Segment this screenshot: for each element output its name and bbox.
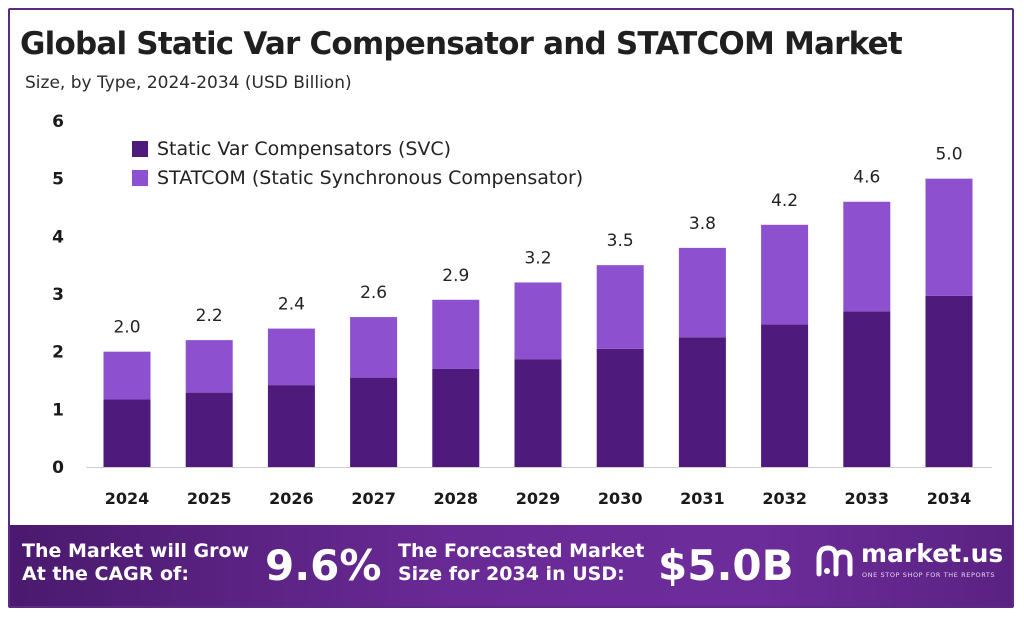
- cagr-label-line1: The Market will Grow: [22, 540, 250, 562]
- y-tick-label: 6: [52, 112, 64, 132]
- bar-svc: [185, 392, 233, 467]
- bar-statcom: [350, 317, 398, 378]
- bar-statcom: [925, 178, 973, 296]
- legend-swatch: [132, 170, 148, 186]
- x-tick-label: 2033: [845, 489, 890, 508]
- y-tick-label: 5: [52, 170, 64, 190]
- forecast-label-line2: Size for 2034 in USD:: [398, 563, 625, 585]
- bar-total-label: 3.8: [689, 214, 716, 234]
- bar-statcom: [596, 265, 644, 349]
- bar-total-label: 2.9: [442, 266, 469, 286]
- x-tick-label: 2034: [927, 489, 972, 508]
- summary-banner: The Market will Grow At the CAGR of: 9.6…: [10, 525, 1012, 606]
- legend-label: Static Var Compensators (SVC): [157, 138, 451, 160]
- x-tick-label: 2031: [680, 489, 725, 508]
- bar-statcom: [678, 247, 726, 338]
- bar-chart: 0 1 2 3 4 5 6 2.0 2024 2.2 2025 2.4 2026 2.6 2027 2.9 20…: [52, 112, 992, 508]
- bar-svc: [103, 399, 151, 467]
- bar-total-label: 2.0: [113, 318, 140, 338]
- forecast-label-line1: The Forecasted Market: [398, 540, 645, 562]
- cagr-label: The Market will Grow At the CAGR of:: [22, 540, 249, 586]
- bar-statcom: [185, 340, 233, 393]
- x-tick-label: 2026: [269, 489, 314, 508]
- chart-subtitle: Size, by Type, 2024-2034 (USD Billion): [25, 73, 352, 93]
- bar-svc: [432, 368, 480, 467]
- bar-total-label: 5.0: [935, 145, 962, 165]
- x-tick-label: 2029: [516, 489, 561, 508]
- bar-total-label: 3.5: [607, 231, 634, 251]
- chart-title: Global Static Var Compensator and STATCO…: [20, 26, 903, 62]
- bar-total-label: 3.2: [524, 248, 551, 268]
- bar-statcom: [514, 282, 562, 360]
- bar-statcom: [432, 299, 480, 369]
- bar-total-label: 4.6: [853, 168, 880, 188]
- cagr-label-line2: At the CAGR of:: [22, 563, 189, 585]
- y-tick-label: 1: [52, 400, 64, 420]
- x-tick-label: 2028: [434, 489, 479, 508]
- legend-swatch: [132, 141, 148, 157]
- legend-label: STATCOM (Static Synchronous Compensator): [157, 167, 583, 189]
- market-us-logo-text: market.us: [861, 539, 1004, 568]
- bar-statcom: [267, 328, 315, 386]
- y-tick-label: 2: [52, 343, 64, 363]
- y-tick-label: 4: [52, 227, 64, 247]
- bar-svc: [678, 337, 726, 467]
- bar-svc: [843, 311, 891, 467]
- bar-total-label: 4.2: [771, 191, 798, 211]
- bar-svc: [514, 359, 562, 467]
- bar-statcom: [103, 351, 151, 400]
- x-tick-label: 2032: [762, 489, 807, 508]
- bar-svc: [761, 324, 809, 467]
- x-tick-label: 2025: [187, 489, 232, 508]
- forecast-value: $5.0B: [658, 541, 794, 590]
- market-us-tagline: ONE STOP SHOP FOR THE REPORTS: [862, 571, 996, 579]
- x-tick-label: 2024: [105, 489, 150, 508]
- bar-svc: [925, 295, 973, 467]
- bar-svc: [596, 348, 644, 467]
- bar-total-label: 2.2: [196, 306, 223, 326]
- y-tick-label: 3: [52, 285, 64, 305]
- bar-total-label: 2.6: [360, 283, 387, 303]
- bar-statcom: [761, 224, 809, 325]
- x-tick-label: 2030: [598, 489, 643, 508]
- bar-svc: [267, 385, 315, 467]
- cagr-value: 9.6%: [265, 541, 382, 590]
- x-tick-label: 2027: [351, 489, 396, 508]
- y-tick-label: 0: [52, 458, 64, 478]
- forecast-label: The Forecasted Market Size for 2034 in U…: [398, 540, 644, 586]
- bar-svc: [350, 377, 398, 467]
- bar-total-label: 2.4: [278, 295, 305, 315]
- market-us-logo-icon: [816, 545, 853, 577]
- chart-frame: [8, 8, 1014, 608]
- bar-statcom: [843, 201, 891, 312]
